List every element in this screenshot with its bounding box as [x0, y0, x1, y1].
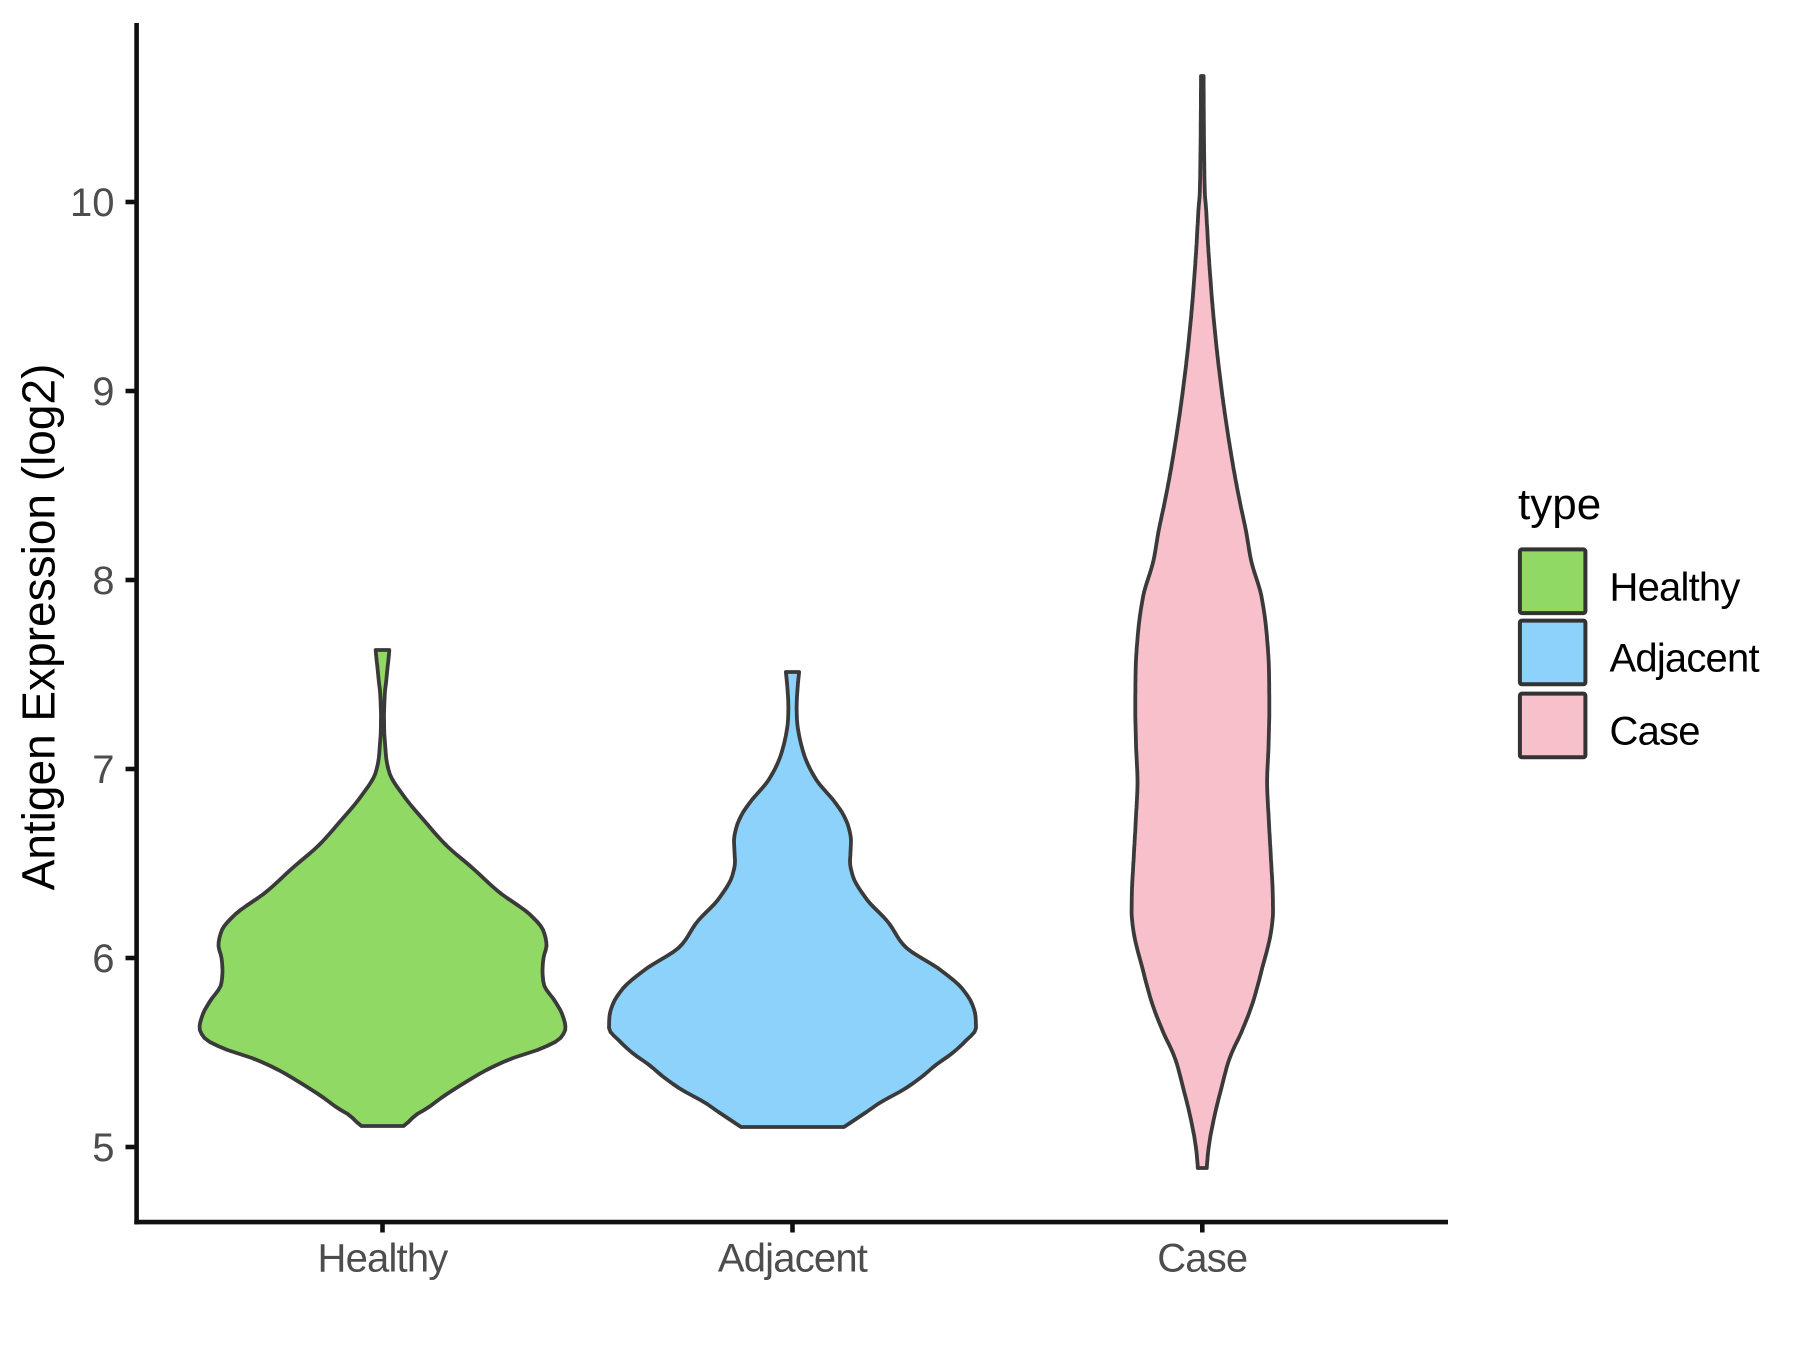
- svg-text:10: 10: [70, 181, 115, 225]
- svg-text:Antigen Expression (log2): Antigen Expression (log2): [13, 364, 65, 891]
- svg-text:9: 9: [92, 370, 114, 414]
- svg-text:Adjacent: Adjacent: [718, 1237, 868, 1281]
- svg-text:6: 6: [92, 937, 114, 981]
- svg-text:8: 8: [92, 559, 114, 603]
- svg-text:Case: Case: [1610, 710, 1700, 754]
- svg-text:type: type: [1518, 480, 1601, 529]
- svg-text:Adjacent: Adjacent: [1610, 637, 1760, 681]
- svg-text:Case: Case: [1157, 1237, 1247, 1281]
- svg-text:Healthy: Healthy: [317, 1237, 448, 1281]
- svg-text:Healthy: Healthy: [1610, 565, 1741, 609]
- svg-text:5: 5: [92, 1126, 114, 1170]
- svg-text:7: 7: [92, 748, 114, 792]
